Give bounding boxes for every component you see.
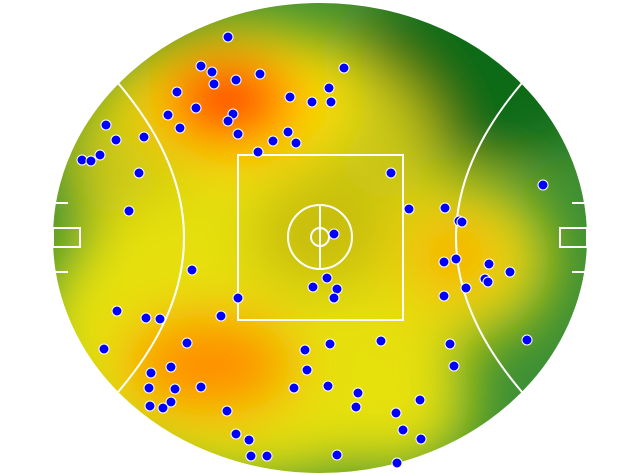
point [448, 360, 460, 372]
point [100, 119, 112, 131]
point [222, 31, 234, 43]
point [230, 428, 242, 440]
point [438, 290, 450, 302]
point [288, 382, 300, 394]
point [284, 91, 296, 103]
point [391, 457, 403, 469]
point [290, 137, 302, 149]
point [397, 424, 409, 436]
point [537, 179, 549, 191]
point [165, 361, 177, 373]
point [94, 149, 106, 161]
point [85, 155, 97, 167]
point [165, 396, 177, 408]
point [123, 205, 135, 217]
point [190, 102, 202, 114]
point [444, 338, 456, 350]
point [390, 407, 402, 419]
point [195, 60, 207, 72]
point [215, 310, 227, 322]
point [439, 202, 451, 214]
point [154, 313, 166, 325]
point [331, 449, 343, 461]
point [181, 337, 193, 349]
point [323, 82, 335, 94]
point [206, 66, 218, 78]
point [375, 335, 387, 347]
point [328, 292, 340, 304]
point [98, 343, 110, 355]
point [415, 433, 427, 445]
point [144, 400, 156, 412]
point [261, 450, 273, 462]
point [169, 383, 181, 395]
point [328, 228, 340, 240]
point [482, 276, 494, 288]
point [282, 126, 294, 138]
point [145, 367, 157, 379]
point [138, 131, 150, 143]
point [140, 312, 152, 324]
point [267, 135, 279, 147]
point [232, 292, 244, 304]
point [222, 115, 234, 127]
point [338, 62, 350, 74]
point [414, 394, 426, 406]
point [143, 382, 155, 394]
point [450, 253, 462, 265]
point [521, 334, 533, 346]
point [252, 146, 264, 158]
point [504, 266, 516, 278]
point [195, 381, 207, 393]
point [325, 96, 337, 108]
point [243, 434, 255, 446]
point [307, 281, 319, 293]
point [324, 338, 336, 350]
field-lines [51, 1, 589, 475]
point [254, 68, 266, 80]
point [76, 154, 88, 166]
point [403, 203, 415, 215]
point [230, 74, 242, 86]
point [438, 256, 450, 268]
point [322, 380, 334, 392]
point [456, 216, 468, 228]
point [111, 305, 123, 317]
point [385, 167, 397, 179]
point [174, 122, 186, 134]
point [245, 450, 257, 462]
point [331, 283, 343, 295]
point [162, 109, 174, 121]
point [352, 387, 364, 399]
point [483, 258, 495, 270]
point [186, 264, 198, 276]
point [301, 364, 313, 376]
point [133, 167, 145, 179]
point [232, 128, 244, 140]
point [171, 86, 183, 98]
point [350, 401, 362, 413]
point [157, 402, 169, 414]
point [221, 405, 233, 417]
point [460, 282, 472, 294]
point [299, 344, 311, 356]
point [321, 272, 333, 284]
point [306, 96, 318, 108]
point [208, 78, 220, 90]
point [110, 134, 122, 146]
